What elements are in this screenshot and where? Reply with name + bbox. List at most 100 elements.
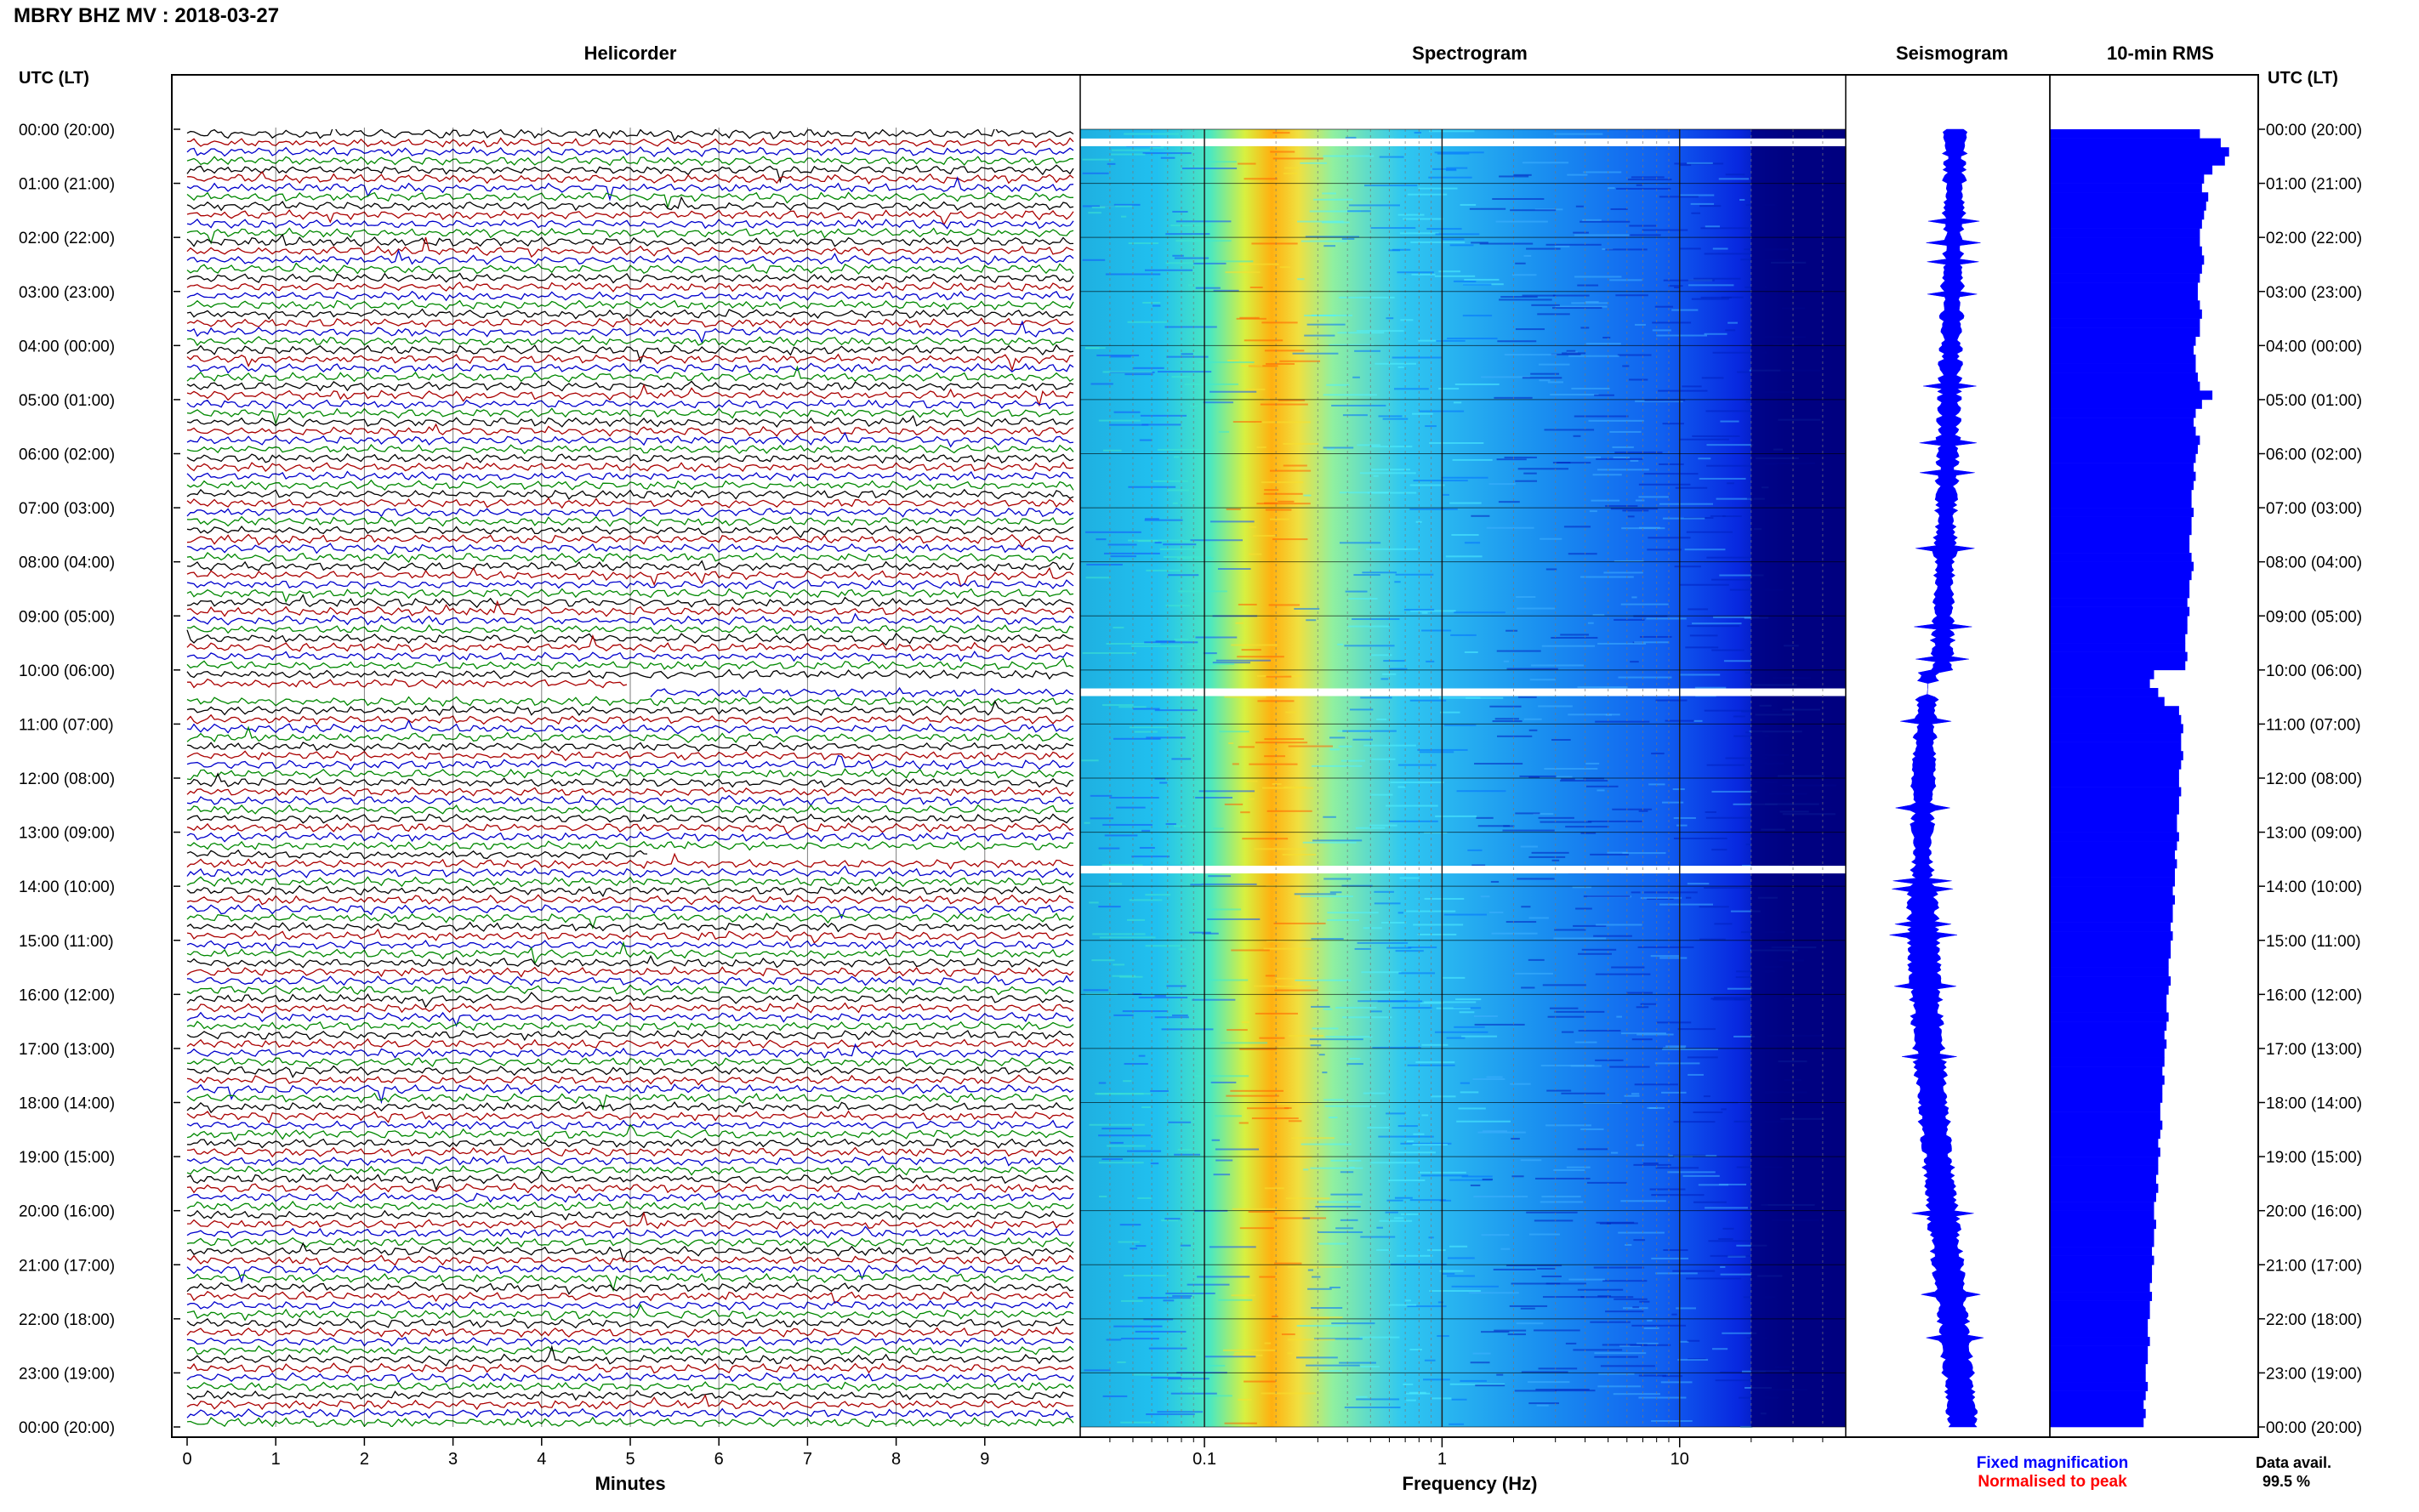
spectrogram-streak xyxy=(1609,430,1642,433)
spectrogram-streak xyxy=(1238,1122,1249,1124)
spectrogram-streak xyxy=(1519,775,1557,777)
spectrogram-streak xyxy=(1651,1420,1693,1423)
spectrogram-streak xyxy=(1536,1404,1549,1407)
spectrogram-streak xyxy=(1207,918,1261,920)
spectrogram-streak xyxy=(1370,654,1392,657)
spectrogram-streak xyxy=(1161,1219,1179,1222)
spectrogram-streak xyxy=(1706,764,1745,766)
spectrogram-streak xyxy=(1542,1296,1585,1299)
spectrogram-streak xyxy=(1636,1033,1674,1036)
time-label-left: 07:00 (03:00) xyxy=(19,500,115,518)
spectrogram-streak xyxy=(1141,423,1181,426)
spectrogram-streak xyxy=(1318,1370,1342,1373)
spectrogram-streak xyxy=(1497,735,1533,737)
spectrogram-streak xyxy=(1090,383,1113,385)
spectrogram-streak xyxy=(1204,1356,1256,1358)
spectrogram-streak xyxy=(1288,1120,1302,1123)
spectrogram-streak xyxy=(1460,203,1477,206)
spectrogram-streak xyxy=(1142,152,1192,155)
spectrogram-streak xyxy=(1324,1105,1377,1107)
spectrogram-streak xyxy=(1557,462,1591,464)
spectrogram-streak xyxy=(1091,959,1115,962)
spectrogram-streak xyxy=(1201,883,1257,885)
spectrogram-streak xyxy=(1131,855,1170,858)
time-label-left: 01:00 (21:00) xyxy=(19,176,115,194)
spectrogram-streak xyxy=(1211,1139,1221,1141)
rms-bar xyxy=(2050,841,2177,851)
spectrogram-streak xyxy=(1146,569,1183,571)
spectrogram-streak xyxy=(1288,745,1334,747)
spectrogram-streak xyxy=(1348,204,1400,207)
spectrogram-streak xyxy=(1296,1325,1346,1327)
rms-bar xyxy=(2050,822,2177,833)
spectrogram-streak xyxy=(1400,319,1414,321)
spectrogram-streak xyxy=(1415,520,1422,523)
spectrogram-streak xyxy=(1249,553,1262,555)
spectrogram-streak xyxy=(1367,492,1417,494)
spectrogram-streak xyxy=(1344,645,1395,647)
spectrogram-streak xyxy=(1443,724,1477,726)
spectrogram-streak xyxy=(1483,1130,1508,1133)
spectrogram-streak xyxy=(1256,446,1266,448)
spectrogram-streak xyxy=(1339,492,1390,494)
spectrogram-streak xyxy=(1542,984,1586,986)
spectrogram-streak xyxy=(1152,304,1161,307)
spectrogram-streak xyxy=(1218,430,1230,433)
spectrogram-streak xyxy=(1318,1054,1325,1056)
spectrogram-streak xyxy=(1614,618,1645,621)
rms-bar xyxy=(2050,751,2183,761)
spectrogram-streak xyxy=(1265,975,1275,977)
spectrogram-streak xyxy=(1120,1299,1143,1302)
spectrogram-streak xyxy=(1407,1305,1447,1308)
spectrogram-streak xyxy=(1674,566,1701,568)
spectrogram-streak xyxy=(1082,651,1136,654)
rms-bar xyxy=(2050,1138,2159,1148)
spectrogram-streak xyxy=(1450,634,1477,636)
spectrogram-streak xyxy=(1596,924,1642,926)
spectrogram-streak xyxy=(1113,626,1124,628)
spectrogram-streak xyxy=(1596,458,1643,460)
spectrogram-streak xyxy=(1706,464,1756,467)
spectrogram-streak xyxy=(1386,1112,1406,1115)
time-label-right: 08:00 (04:00) xyxy=(2266,554,2362,572)
spectrogram-streak xyxy=(1448,1257,1475,1259)
spectrogram-streak xyxy=(1620,1200,1666,1202)
spectrogram-streak xyxy=(1187,1387,1199,1390)
spectrogram-streak xyxy=(1287,1316,1343,1319)
spectrogram-streak xyxy=(1295,1356,1338,1359)
spectrogram-streak xyxy=(1348,598,1378,600)
spectrogram-streak xyxy=(1715,1379,1762,1382)
spectrogram-streak xyxy=(1455,998,1482,1001)
spectrogram-streak xyxy=(1360,1366,1380,1368)
spectrogram-streak xyxy=(1101,704,1134,707)
spectrogram-streak xyxy=(1263,947,1313,950)
spectrogram-streak xyxy=(1417,933,1457,935)
spectrogram-streak xyxy=(1711,849,1727,851)
spectrogram-streak xyxy=(1418,187,1458,190)
spectrogram-streak xyxy=(1449,502,1482,504)
rms-bar xyxy=(2050,526,2192,536)
spectrogram-streak xyxy=(1292,352,1339,355)
spectrogram-streak xyxy=(1259,1037,1285,1039)
spectrogram-streak xyxy=(1378,1135,1434,1138)
spectrogram-streak xyxy=(1273,922,1326,924)
spectrogram-streak xyxy=(1442,1272,1455,1275)
time-label-right: 20:00 (16:00) xyxy=(2266,1203,2362,1221)
spectrogram-streak xyxy=(1251,1117,1299,1120)
spectrogram-streak xyxy=(1673,1121,1716,1123)
spectrogram-streak xyxy=(1613,1393,1661,1395)
spectrogram-streak xyxy=(1688,608,1709,611)
rms-bar xyxy=(2050,571,2192,581)
rms-bar xyxy=(2050,958,2169,968)
time-label-left: 10:00 (06:00) xyxy=(19,662,115,680)
spectrogram-streak xyxy=(1608,187,1615,190)
rms-bar xyxy=(2050,418,2194,428)
helicorder-x-tick-label: 4 xyxy=(537,1450,546,1469)
spectrogram-streak xyxy=(1212,662,1251,664)
spectrogram-streak xyxy=(1568,355,1619,357)
rms-bar xyxy=(2050,173,2205,184)
spectrogram-streak xyxy=(1175,220,1232,223)
spectrogram-streak xyxy=(1118,706,1147,708)
spectrogram-streak xyxy=(1679,438,1729,441)
